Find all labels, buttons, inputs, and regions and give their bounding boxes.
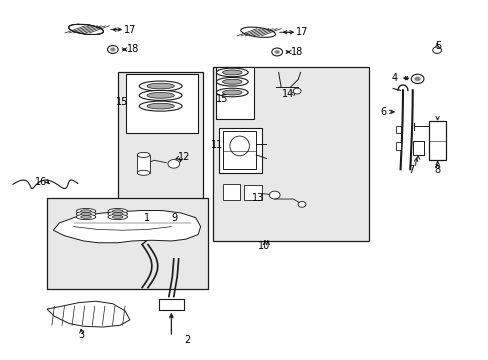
Text: 5: 5 [434,41,441,51]
Ellipse shape [216,68,247,77]
Text: 6: 6 [380,107,386,117]
Ellipse shape [112,210,123,213]
Bar [222,184,239,200]
Text: 1: 1 [143,213,150,222]
Text: 8: 8 [433,165,439,175]
Ellipse shape [137,170,150,175]
Circle shape [107,45,118,53]
Bar [159,299,183,310]
Bar [428,121,446,160]
Ellipse shape [222,90,242,95]
Bar [126,74,198,134]
Ellipse shape [147,103,174,109]
Circle shape [271,48,282,56]
Circle shape [274,50,279,54]
Ellipse shape [139,90,182,100]
Bar [222,131,256,169]
Circle shape [298,202,305,207]
Ellipse shape [222,79,242,84]
Ellipse shape [76,208,96,214]
Ellipse shape [81,210,91,213]
Text: 9: 9 [171,213,177,222]
Circle shape [110,48,115,51]
Ellipse shape [229,136,249,156]
Ellipse shape [81,216,91,219]
Circle shape [293,88,301,94]
Ellipse shape [68,24,103,35]
Circle shape [410,74,423,84]
Ellipse shape [137,152,150,157]
Bar [118,72,203,214]
Text: 7: 7 [408,165,414,175]
Bar [216,67,253,119]
Text: 12: 12 [178,152,190,162]
Text: 10: 10 [257,240,269,251]
Text: 4: 4 [391,73,397,83]
Bar [212,67,368,241]
Ellipse shape [139,101,182,111]
Text: 2: 2 [184,334,190,345]
Bar [395,126,400,134]
Bar [244,185,261,200]
Ellipse shape [68,24,103,35]
Bar [395,142,400,149]
Text: 14: 14 [282,89,294,99]
Text: 18: 18 [127,45,139,54]
Ellipse shape [108,208,127,214]
Circle shape [414,77,420,81]
Text: 15: 15 [215,94,228,104]
Text: 3: 3 [78,329,84,339]
Ellipse shape [108,211,127,217]
Text: 13: 13 [251,193,263,203]
Ellipse shape [81,213,91,216]
Bar [412,140,423,155]
Circle shape [167,159,179,168]
Text: 17: 17 [123,25,136,35]
Polygon shape [53,211,200,243]
Circle shape [269,191,280,199]
Ellipse shape [68,24,103,35]
Ellipse shape [216,77,247,86]
Ellipse shape [68,24,103,35]
Bar [218,128,262,173]
Bar [137,155,150,173]
Circle shape [432,47,441,53]
Ellipse shape [68,24,103,35]
Ellipse shape [76,211,96,217]
Ellipse shape [68,24,103,35]
Text: 18: 18 [290,47,302,57]
Ellipse shape [112,213,123,216]
Ellipse shape [108,214,127,220]
Text: 17: 17 [295,27,307,37]
Ellipse shape [216,88,247,97]
Ellipse shape [222,70,242,75]
Text: 11: 11 [210,140,223,150]
Text: 16: 16 [35,177,47,187]
Ellipse shape [76,214,96,220]
Polygon shape [47,301,130,327]
Ellipse shape [147,93,174,98]
Ellipse shape [112,216,123,219]
Text: 15: 15 [116,97,128,107]
Ellipse shape [139,81,182,91]
Bar [47,198,207,289]
Ellipse shape [147,83,174,89]
